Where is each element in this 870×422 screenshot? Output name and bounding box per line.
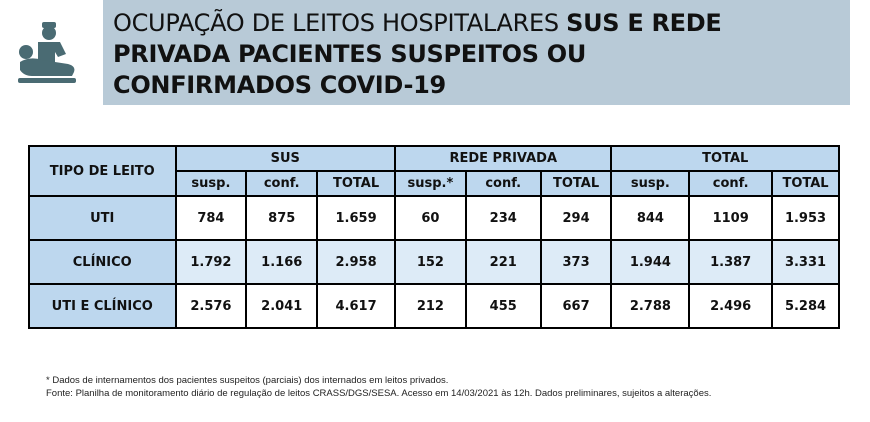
group-header-sus: SUS	[174, 145, 396, 172]
table-cell: 1.166	[245, 239, 319, 285]
table-cell: 667	[539, 283, 613, 329]
title-banner: OCUPAÇÃO DE LEITOS HOSPITALARES SUS E RE…	[103, 0, 850, 105]
subheader: conf.	[464, 170, 542, 197]
table-cell: 875	[245, 195, 319, 241]
table-cell: 2.576	[174, 283, 248, 329]
table-cell: 3.331	[771, 239, 840, 285]
group-header-total: TOTAL	[610, 145, 840, 172]
row-label: UTI E CLÍNICO	[28, 283, 177, 329]
subheader: TOTAL	[539, 170, 613, 197]
table-cell: 1.387	[688, 239, 774, 285]
table-cell: 234	[464, 195, 542, 241]
table-cell: 2.788	[610, 283, 691, 329]
table-cell: 1.659	[316, 195, 396, 241]
row-label: UTI	[28, 195, 177, 241]
row-header: TIPO DE LEITO	[28, 145, 177, 197]
hospital-bed-doctor-icon	[18, 22, 76, 83]
table-cell: 4.617	[316, 283, 396, 329]
table-cell: 1109	[688, 195, 774, 241]
title-line3: CONFIRMADOS COVID-19	[113, 71, 446, 99]
footnote-source: Fonte: Planilha de monitoramento diário …	[46, 388, 712, 399]
footnotes: * Dados de internamentos dos pacientes s…	[46, 374, 711, 400]
table-cell: 2.496	[688, 283, 774, 329]
table-row: UTI 784 875 1.659 60 234 294 844 1109 1.953	[28, 195, 840, 241]
table-cell: 1.792	[174, 239, 248, 285]
subheader: TOTAL	[316, 170, 396, 197]
table-cell: 455	[464, 283, 542, 329]
row-label: CLÍNICO	[28, 239, 177, 285]
subheader: TOTAL	[771, 170, 840, 197]
title-regular: OCUPAÇÃO DE LEITOS HOSPITALARES	[113, 9, 567, 37]
table-cell: 221	[464, 239, 542, 285]
table-cell: 2.041	[245, 283, 319, 329]
subheader: susp.*	[393, 170, 467, 197]
table-row: UTI E CLÍNICO 2.576 2.041 4.617 212 455 667 2.7…	[28, 283, 840, 329]
table-cell: 1.953	[771, 195, 840, 241]
table-cell: 784	[174, 195, 248, 241]
table-cell: 2.958	[316, 239, 396, 285]
bed-occupancy-table: TIPO DE LEITO SUS REDE PRIVADA TOTAL sus…	[28, 145, 840, 329]
table-cell: 1.944	[610, 239, 691, 285]
footnote-asterisk: * Dados de internamentos dos pacientes s…	[46, 375, 449, 386]
subheader: conf.	[245, 170, 319, 197]
table-cell: 212	[393, 283, 467, 329]
title-bold: SUS E REDE	[566, 9, 722, 37]
subheader: susp.	[174, 170, 248, 197]
table-cell: 373	[539, 239, 613, 285]
table-cell: 844	[610, 195, 691, 241]
table-cell: 294	[539, 195, 613, 241]
title-line2: PRIVADA PACIENTES SUSPEITOS OU	[113, 40, 587, 68]
table-cell: 152	[393, 239, 467, 285]
group-header-rede-privada: REDE PRIVADA	[393, 145, 613, 172]
table-cell: 5.284	[771, 283, 840, 329]
subheader: susp.	[610, 170, 691, 197]
table-cell: 60	[393, 195, 467, 241]
table-row: CLÍNICO 1.792 1.166 2.958 152 221 373 1.944 1.38…	[28, 239, 840, 285]
subheader: conf.	[688, 170, 774, 197]
